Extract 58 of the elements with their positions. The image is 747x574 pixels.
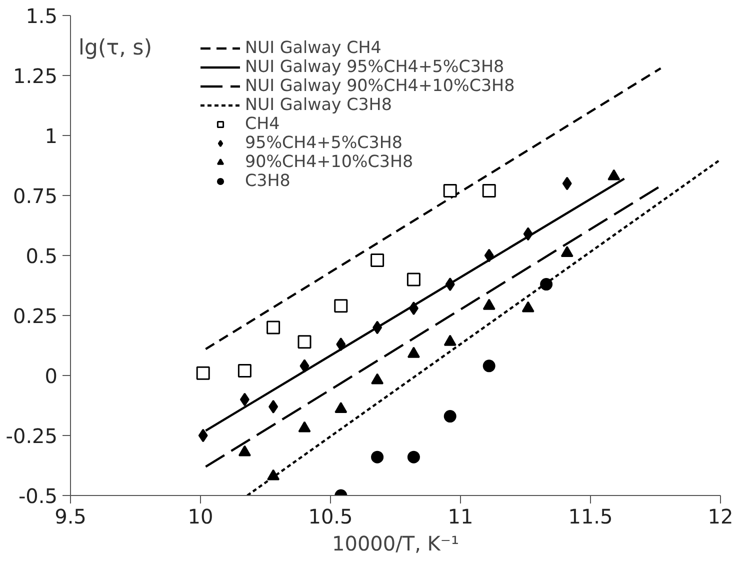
point <box>408 302 418 316</box>
point <box>482 298 496 310</box>
x-tick-label: 12 <box>708 504 734 528</box>
point <box>407 346 420 358</box>
point <box>334 299 348 313</box>
point <box>336 338 346 352</box>
legend-label: C3H8 <box>245 171 290 190</box>
legend-label: 90%CH4+10%C3H8 <box>245 152 414 171</box>
y-tick-label: 1 <box>44 124 58 148</box>
point <box>298 421 311 432</box>
point <box>370 254 384 268</box>
point <box>540 278 553 291</box>
y-tick-label: -0.25 <box>6 424 58 448</box>
legend-label: NUI Galway C3H8 <box>245 95 392 114</box>
point <box>334 402 348 414</box>
point <box>371 373 384 384</box>
point <box>267 469 280 480</box>
point <box>238 445 251 456</box>
y-tick-label: 0.75 <box>12 184 58 208</box>
y-tick-label: 0.25 <box>12 304 58 328</box>
x-tick-label: 11 <box>448 504 474 528</box>
point <box>371 450 384 464</box>
point <box>484 248 494 262</box>
x-tick-label: 11.5 <box>568 504 613 528</box>
point <box>562 176 572 190</box>
y-tick-label: 0 <box>44 364 58 388</box>
point <box>298 335 312 349</box>
legend-label: NUI Galway 90%CH4+10%C3H8 <box>245 76 515 95</box>
point <box>238 364 252 378</box>
point <box>482 360 496 372</box>
point <box>560 246 574 258</box>
x-tick-label: 10 <box>188 504 214 528</box>
y-axis-title: lg(τ, s) <box>78 36 152 60</box>
legend-label: NUI Galway CH4 <box>245 38 382 57</box>
point <box>196 366 210 380</box>
point <box>523 227 533 241</box>
point <box>444 410 456 423</box>
y-tick-label: 1.5 <box>26 4 58 28</box>
point <box>372 320 382 334</box>
legend-label: 95%CH4+5%C3H8 <box>245 133 403 152</box>
point <box>406 272 420 286</box>
y-tick-label: 1.25 <box>12 64 58 88</box>
point <box>444 334 456 346</box>
point <box>407 450 420 464</box>
point <box>522 301 534 312</box>
x-axis-title: 10000/T, K⁻¹ <box>332 532 459 556</box>
legend-label: CH4 <box>245 114 280 133</box>
point <box>445 278 455 292</box>
x-tick-label: 10.5 <box>308 504 353 528</box>
point <box>198 428 208 442</box>
point <box>482 184 496 198</box>
point <box>443 184 457 198</box>
point <box>300 359 310 373</box>
legend-label: NUI Galway 95%CH4+5%C3H8 <box>245 57 504 76</box>
point <box>268 400 278 414</box>
point <box>266 320 280 334</box>
y-tick-label: 0.5 <box>26 244 58 268</box>
point <box>240 392 250 406</box>
